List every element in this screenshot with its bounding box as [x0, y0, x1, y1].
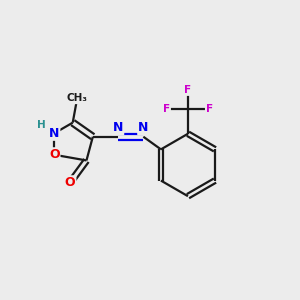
Text: N: N	[138, 121, 148, 134]
Text: N: N	[49, 127, 59, 140]
Text: F: F	[184, 85, 191, 95]
Text: O: O	[65, 176, 75, 189]
Text: N: N	[113, 121, 123, 134]
Text: F: F	[206, 103, 213, 113]
Text: H: H	[37, 120, 46, 130]
Text: F: F	[163, 103, 170, 113]
Text: CH₃: CH₃	[67, 93, 88, 103]
Text: O: O	[49, 148, 59, 161]
